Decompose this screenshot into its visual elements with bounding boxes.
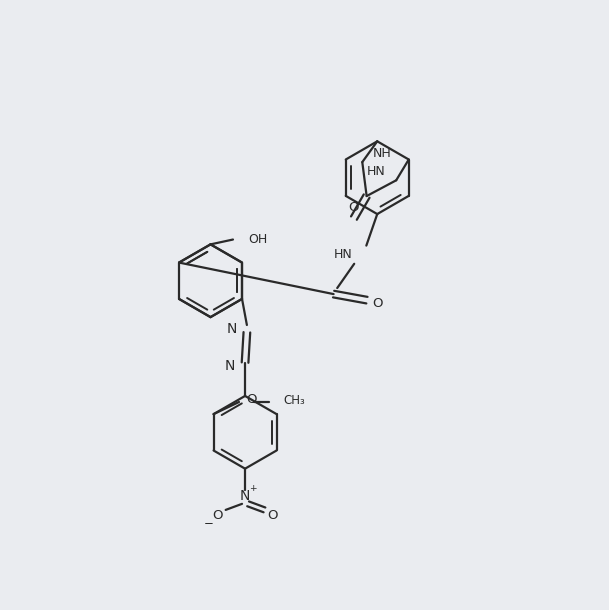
Text: O: O — [246, 393, 257, 406]
Text: −: − — [204, 517, 214, 530]
Text: +: + — [249, 484, 257, 493]
Text: O: O — [349, 201, 359, 213]
Text: CH₃: CH₃ — [283, 394, 305, 407]
Text: NH: NH — [373, 147, 392, 160]
Text: HN: HN — [367, 165, 385, 178]
Text: O: O — [268, 509, 278, 523]
Text: N: N — [227, 322, 237, 336]
Text: OH: OH — [248, 233, 268, 246]
Text: N: N — [240, 489, 250, 503]
Text: HN: HN — [334, 248, 353, 261]
Text: N: N — [225, 359, 235, 373]
Text: O: O — [373, 296, 383, 310]
Text: O: O — [212, 509, 222, 523]
